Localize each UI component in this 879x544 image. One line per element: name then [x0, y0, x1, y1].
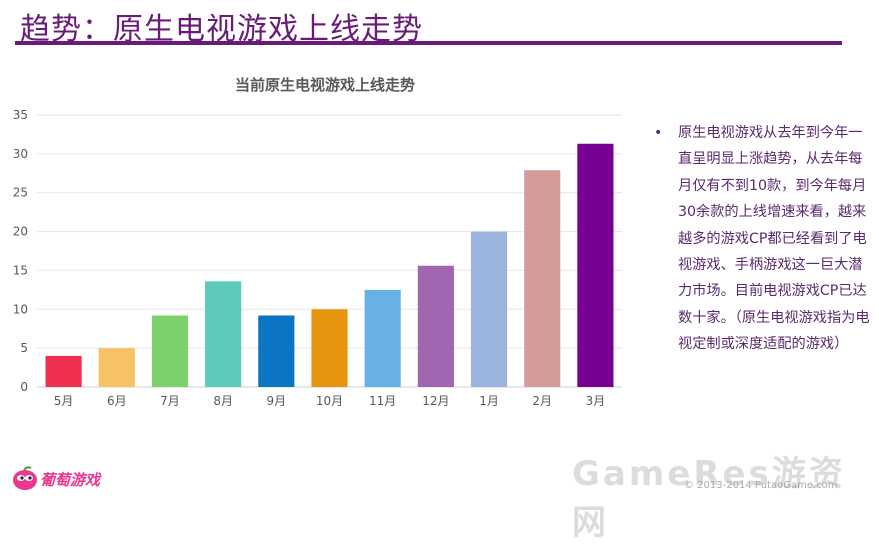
x-tick-label: 11月: [369, 394, 396, 408]
x-tick-label: 9月: [266, 394, 286, 408]
y-tick-label: 0: [20, 380, 28, 394]
bar-9月: [258, 315, 295, 387]
y-tick-label: 20: [13, 225, 28, 239]
bar-12月: [417, 265, 454, 387]
x-tick-label: 10月: [316, 394, 343, 408]
watermark: GameRes游资网: [572, 454, 846, 543]
bar-8月: [205, 281, 242, 387]
x-axis: 5月 6月 7月 8月 9月 10月 11月 12月 1月 2月 3月: [54, 394, 605, 408]
y-tick-label: 25: [13, 186, 28, 200]
title-divider: [15, 41, 842, 45]
x-tick-label: 3月: [586, 394, 606, 408]
chart-title: 当前原生电视游戏上线走势: [235, 76, 415, 94]
bar-11月: [364, 289, 401, 387]
bar-1月: [470, 231, 508, 387]
bars: [45, 143, 614, 387]
bar-7月: [151, 315, 189, 387]
y-tick-label: 35: [13, 108, 28, 122]
bar-6月: [98, 348, 135, 387]
y-tick-label: 5: [20, 341, 28, 355]
bar-chart: 当前原生电视游戏上线走势 0 5 10 15 20 25 30 35 5月 6月 7月 8月 9月 10…: [13, 76, 622, 408]
bar-3月: [577, 143, 614, 387]
x-tick-label: 6月: [107, 394, 127, 408]
logo-text: 葡萄游戏: [40, 471, 101, 489]
bullet-icon: •: [654, 125, 663, 141]
bar-10月: [311, 309, 348, 387]
y-tick-label: 15: [13, 263, 28, 277]
x-tick-label: 7月: [160, 394, 180, 408]
x-tick-label: 1月: [479, 394, 499, 408]
putao-logo: 葡萄游戏: [12, 466, 122, 494]
grape-mascot-icon: [13, 466, 37, 490]
y-tick-label: 30: [13, 147, 28, 161]
x-tick-label: 5月: [54, 394, 74, 408]
copyright-text: © 2013-2014 PutaoGame.com: [684, 480, 838, 491]
bar-2月: [524, 170, 561, 387]
x-tick-label: 12月: [422, 394, 449, 408]
bar-5月: [45, 355, 82, 387]
y-axis: 0 5 10 15 20 25 30 35: [13, 108, 28, 394]
x-tick-label: 2月: [532, 394, 552, 408]
y-tick-label: 10: [13, 302, 28, 316]
description-block: • 原生电视游戏从去年到今年一直呈明显上涨趋势，从去年每月仅有不到10款，到今年…: [654, 120, 870, 358]
description-text: 原生电视游戏从去年到今年一直呈明显上涨趋势，从去年每月仅有不到10款，到今年每月…: [678, 125, 870, 353]
x-tick-label: 8月: [213, 394, 233, 408]
